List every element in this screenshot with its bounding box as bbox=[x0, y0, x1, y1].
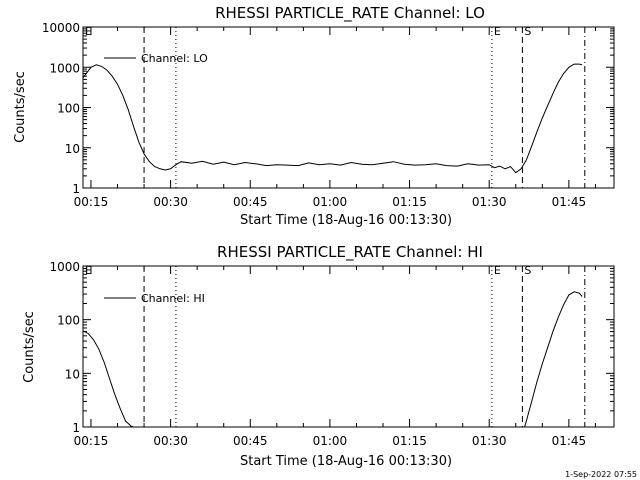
axes-ticks-hi: 1 10 100 1000 00:15 00:30 00:45 01:00 01:15 01:30… bbox=[49, 260, 614, 448]
y-axis-label-lo: Counts/sec bbox=[13, 71, 28, 143]
time-marker-label: S bbox=[524, 25, 531, 38]
x-tick-label: 00:30 bbox=[153, 195, 188, 209]
x-tick-label: 00:15 bbox=[74, 195, 109, 209]
series-line-hi bbox=[82, 291, 583, 428]
time-marker-label: S bbox=[524, 264, 531, 277]
legend-label-lo: Channel: LO bbox=[141, 52, 208, 65]
y-tick-label: 100 bbox=[57, 102, 80, 116]
legend-lo: Channel: LO bbox=[104, 52, 208, 65]
x-tick-label: 01:30 bbox=[472, 195, 507, 209]
axes-ticks-lo: 1 10 100 1000 10000 00:15 00:30 00:45 01:00 01:15… bbox=[42, 21, 614, 209]
y-tick-label: 10000 bbox=[42, 21, 80, 35]
y-axis-label-hi: Counts/sec bbox=[22, 311, 37, 383]
chart-title-lo: RHESSI PARTICLE_RATE Channel: LO bbox=[215, 4, 485, 23]
x-axis-label-hi: Start Time (18-Aug-16 00:13:30) bbox=[240, 454, 452, 469]
x-tick-label: 01:45 bbox=[552, 195, 587, 209]
y-tick-label: 1 bbox=[72, 182, 80, 196]
date-stamp: 1-Sep-2022 07:55 bbox=[565, 470, 637, 479]
time-marker-label: E bbox=[85, 264, 92, 277]
series-layer-hi bbox=[82, 291, 583, 428]
y-tick-label: 100 bbox=[57, 314, 80, 328]
series-line-lo bbox=[82, 63, 583, 174]
chart-panel-lo: RHESSI PARTICLE_RATE Channel: LO Counts/… bbox=[13, 4, 615, 228]
chart-title-hi: RHESSI PARTICLE_RATE Channel: HI bbox=[217, 243, 483, 262]
x-tick-label: 01:15 bbox=[392, 195, 427, 209]
time-marker-label: E bbox=[85, 25, 92, 38]
chart-panel-hi: RHESSI PARTICLE_RATE Channel: HI Counts/… bbox=[22, 243, 615, 469]
time-marker-label: E bbox=[494, 25, 501, 38]
y-tick-label: 1000 bbox=[49, 260, 80, 274]
y-tick-label: 10 bbox=[65, 367, 80, 381]
y-tick-label: 10 bbox=[65, 142, 80, 156]
legend-hi: Channel: HI bbox=[104, 292, 205, 305]
x-tick-label: 01:00 bbox=[313, 434, 348, 448]
plot-frame-hi bbox=[82, 265, 615, 428]
x-tick-label: 00:45 bbox=[233, 195, 268, 209]
x-tick-label: 00:45 bbox=[233, 434, 268, 448]
legend-label-hi: Channel: HI bbox=[141, 292, 205, 305]
x-tick-label: 01:45 bbox=[552, 434, 587, 448]
y-tick-label: 1 bbox=[72, 421, 80, 435]
x-tick-label: 00:15 bbox=[74, 434, 109, 448]
x-tick-label: 01:15 bbox=[392, 434, 427, 448]
time-marker-label: E bbox=[494, 264, 501, 277]
series-layer-lo bbox=[82, 63, 583, 174]
x-tick-label: 01:30 bbox=[472, 434, 507, 448]
x-tick-label: 01:00 bbox=[313, 195, 348, 209]
x-tick-label: 00:30 bbox=[153, 434, 188, 448]
x-axis-label-lo: Start Time (18-Aug-16 00:13:30) bbox=[240, 213, 452, 228]
y-tick-label: 1000 bbox=[49, 61, 80, 75]
